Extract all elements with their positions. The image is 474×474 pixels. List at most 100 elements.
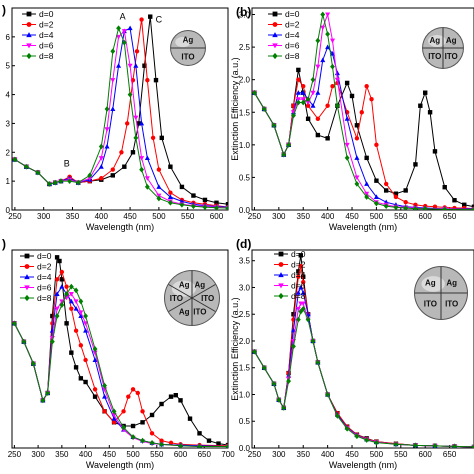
data-point [59, 302, 65, 308]
x-tick-label: 400 [79, 450, 93, 459]
data-point [78, 310, 84, 315]
x-tick-label: 400 [95, 212, 109, 221]
panel-b: 250 300 350 400 450 500 550 600 650 0.0 0.5 1.0 1.5 2… [230, 5, 474, 232]
data-point [403, 205, 409, 210]
data-point [364, 83, 369, 89]
sphere-highlight [428, 35, 446, 47]
data-point [134, 49, 140, 54]
legend-marker [26, 22, 32, 27]
data-point [300, 97, 306, 102]
sphere-divider [168, 284, 193, 299]
data-point [68, 298, 74, 304]
legend-marker [272, 52, 278, 60]
legend-entry: d=8 [37, 293, 52, 303]
data-point [87, 176, 93, 181]
sphere-divider [191, 297, 216, 312]
data-point [122, 164, 127, 169]
data-point [144, 176, 150, 181]
data-point [54, 255, 60, 260]
sphere-inset: Ag ITO ITO Ag [414, 266, 468, 320]
data-point [315, 116, 321, 121]
data-point [69, 306, 74, 311]
data-point [111, 420, 117, 425]
data-point [374, 178, 379, 183]
data-point [78, 343, 84, 348]
data-point [373, 439, 379, 446]
data-point [130, 423, 136, 429]
panel-label: (d) [236, 237, 251, 251]
legend-marker [272, 43, 278, 49]
sphere-highlight [421, 276, 445, 292]
data-point [127, 63, 133, 69]
data-point [295, 316, 301, 323]
data-point [59, 299, 65, 304]
data-point [452, 443, 457, 448]
x-axis-label: Wavelength (nm) [329, 460, 397, 470]
data-point [295, 97, 301, 102]
data-point [59, 284, 65, 289]
legend-marker [272, 22, 278, 27]
x-tick-label: 350 [66, 212, 80, 221]
data-point [116, 34, 122, 40]
x-tick-label: 350 [55, 450, 69, 459]
data-point [68, 283, 74, 290]
data-point [413, 442, 418, 448]
legend-entry: d=2 [39, 20, 54, 30]
data-point [432, 442, 438, 448]
data-point [225, 205, 228, 210]
data-point [373, 194, 379, 199]
data-point [156, 195, 162, 202]
x-tick-label: 600 [419, 450, 433, 459]
data-point [104, 106, 110, 112]
data-point [99, 176, 104, 181]
panel-c: 250 300 350 400 450 500 550 600 650 700 Wavelength… [2, 237, 235, 470]
data-point [187, 416, 193, 421]
data-point [144, 155, 150, 161]
data-point [150, 135, 156, 141]
data-point [110, 167, 115, 172]
data-point [206, 438, 212, 443]
data-point [92, 350, 98, 356]
data-point [87, 172, 93, 179]
x-tick-label: 450 [345, 450, 359, 459]
data-point [64, 291, 70, 297]
data-point [139, 120, 145, 126]
x-tick-label: 400 [321, 450, 335, 459]
x-tick-label: 600 [210, 212, 224, 221]
data-point [300, 306, 306, 312]
legend-marker [272, 32, 278, 38]
data-point [310, 338, 316, 344]
data-point [135, 390, 141, 396]
x-tick-label: 650 [198, 450, 212, 459]
data-point [139, 17, 144, 22]
data-point [121, 39, 127, 46]
annotation: A [120, 12, 126, 22]
y-tick-label: 0 [6, 206, 11, 215]
data-point [298, 253, 303, 258]
legend-entry: d=0 [39, 9, 54, 19]
legend-entry: d=2 [291, 260, 306, 270]
data-point [52, 179, 58, 186]
sphere-label: ITO [445, 52, 458, 61]
series-line-d=4 [254, 46, 474, 210]
data-point [271, 380, 277, 387]
data-point [140, 420, 145, 425]
data-point [383, 188, 389, 193]
data-point [214, 204, 219, 210]
y-tick-label: 1 [6, 177, 11, 186]
x-tick-label: 300 [272, 450, 286, 459]
data-point [92, 387, 98, 392]
series-group [12, 255, 228, 448]
data-point [225, 443, 228, 448]
data-point [116, 25, 121, 32]
legend-marker [278, 262, 284, 267]
legend-marker [24, 274, 30, 280]
data-point [393, 194, 399, 200]
sphere-inset: Ag ITO ITO Ag [422, 27, 464, 69]
data-point [191, 193, 196, 198]
y-tick-label: 3.5 [239, 257, 251, 266]
sphere-label: Ag [183, 36, 194, 45]
series-group [252, 253, 474, 448]
data-point [369, 97, 374, 102]
data-point [471, 206, 474, 210]
